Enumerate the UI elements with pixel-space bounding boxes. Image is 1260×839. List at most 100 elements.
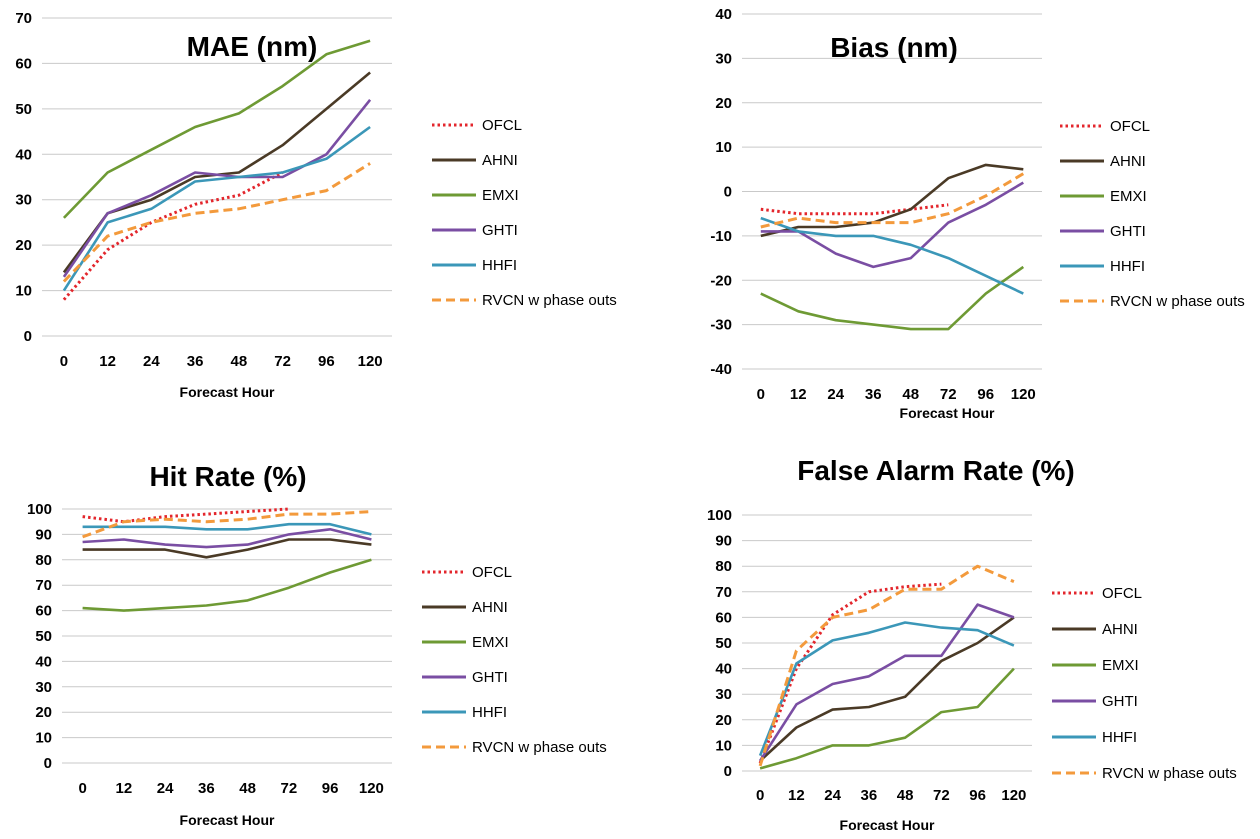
legend-label-ghti: GHTI xyxy=(472,669,508,686)
y-tick-label: 90 xyxy=(715,533,732,550)
y-tick-label: 40 xyxy=(35,653,52,670)
x-tick-label: 72 xyxy=(274,353,291,370)
x-tick-label: 36 xyxy=(198,780,215,797)
legend-label-ofcl: OFCL xyxy=(482,117,522,134)
x-tick-label: 0 xyxy=(756,787,764,804)
y-tick-label: -20 xyxy=(710,272,732,289)
y-tick-label: 20 xyxy=(35,704,52,721)
x-axis-label: Forecast Hour xyxy=(180,384,275,400)
series-line-ofcl xyxy=(62,171,284,301)
legend-label-emxi: EMXI xyxy=(472,634,509,651)
y-tick-label: -30 xyxy=(710,317,732,334)
x-tick-label: 24 xyxy=(824,787,841,804)
legend-label-hhfi: HHFI xyxy=(472,704,507,721)
legend-label-ghti: GHTI xyxy=(482,222,518,239)
x-tick-label: 48 xyxy=(231,353,248,370)
x-tick-label: 96 xyxy=(322,780,339,797)
x-tick-label: 72 xyxy=(933,787,950,804)
legend-label-ahni: AHNI xyxy=(482,152,518,169)
x-tick-label: 72 xyxy=(281,780,298,797)
y-tick-label: 70 xyxy=(715,584,732,601)
y-tick-label: 10 xyxy=(715,139,732,156)
legend-label-rvcn-w-phase-outs: RVCN w phase outs xyxy=(472,739,607,756)
x-tick-label: 96 xyxy=(969,787,986,804)
series-line-ofcl xyxy=(758,582,942,764)
x-tick-label: 12 xyxy=(116,780,133,797)
y-tick-label: 70 xyxy=(15,10,32,27)
x-tick-label: 120 xyxy=(1011,386,1036,403)
chart-false-alarm-rate-svg: 0 10 20 30 40 50 60 70 80 90 100 0 12 24 36 48 72 96 120 Fa… xyxy=(707,455,1237,833)
legend-label-rvcn-w-phase-outs: RVCN w phase outs xyxy=(1102,765,1237,782)
y-tick-label: 90 xyxy=(35,526,52,543)
series-line-ghti xyxy=(62,98,372,278)
x-tick-label: 12 xyxy=(790,386,807,403)
y-tick-label: 60 xyxy=(715,609,732,626)
chart-false-alarm-rate: 0 10 20 30 40 50 60 70 80 90 100 0 12 24 36 48 72 96 120 Fa… xyxy=(630,420,1260,834)
y-tick-label: 20 xyxy=(15,237,32,254)
chart-title: Bias (nm) xyxy=(830,32,958,63)
y-tick-label: 80 xyxy=(35,552,52,569)
y-tick-label: -40 xyxy=(710,361,732,378)
series-line-ahni xyxy=(82,538,372,559)
legend-label-hhfi: HHFI xyxy=(482,257,517,274)
y-tick-label: 0 xyxy=(724,184,732,201)
y-tick-label: 0 xyxy=(724,763,732,780)
x-tick-label: 72 xyxy=(940,386,957,403)
x-axis-label: Forecast Hour xyxy=(900,405,995,420)
y-tick-label: 50 xyxy=(35,628,52,645)
y-tick-label: 60 xyxy=(35,603,52,620)
x-tick-label: 24 xyxy=(827,386,844,403)
y-tick-label: 30 xyxy=(715,686,732,703)
series-line-hhfi xyxy=(82,522,372,536)
series-line-hhfi xyxy=(760,216,1024,295)
x-tick-label: 120 xyxy=(358,353,383,370)
x-tick-label: 0 xyxy=(60,353,68,370)
x-tick-label: 36 xyxy=(861,787,878,804)
legend-label-emxi: EMXI xyxy=(1102,657,1139,674)
x-tick-label: 48 xyxy=(897,787,914,804)
series-line-rvcn-w-phase-outs xyxy=(758,564,1015,767)
legend-label-ahni: AHNI xyxy=(472,599,508,616)
y-tick-label: 40 xyxy=(15,146,32,163)
x-tick-label: 12 xyxy=(788,787,805,804)
series-line-emxi xyxy=(759,667,1015,770)
series-line-emxi xyxy=(82,558,372,612)
chart-title: MAE (nm) xyxy=(187,31,318,62)
series-line-emxi xyxy=(62,39,371,219)
x-tick-label: 36 xyxy=(865,386,882,403)
series-line-ghti xyxy=(760,181,1024,269)
series-line-hhfi xyxy=(758,621,1015,757)
x-axis-label: Forecast Hour xyxy=(840,817,935,833)
x-tick-label: 24 xyxy=(143,353,160,370)
legend-label-emxi: EMXI xyxy=(482,187,519,204)
chart-title: False Alarm Rate (%) xyxy=(797,455,1075,486)
y-tick-label: 20 xyxy=(715,95,732,112)
x-tick-label: 0 xyxy=(757,386,765,403)
series-line-ofcl xyxy=(82,507,289,524)
legend-label-hhfi: HHFI xyxy=(1110,258,1145,275)
y-tick-label: -10 xyxy=(710,228,732,245)
series-line-rvcn-w-phase-outs xyxy=(62,162,371,283)
legend-label-ghti: GHTI xyxy=(1110,223,1146,240)
series-line-ghti xyxy=(759,603,1015,762)
x-axis-label: Forecast Hour xyxy=(180,812,275,828)
x-tick-label: 96 xyxy=(318,353,335,370)
chart-bias-svg: -40 -30 -20 -10 0 10 20 30 40 0 12 24 36 48 72 96 120 Bia… xyxy=(710,6,1244,421)
y-tick-label: 30 xyxy=(35,679,52,696)
x-tick-label: 0 xyxy=(78,780,86,797)
y-tick-label: 60 xyxy=(15,55,32,72)
x-tick-label: 48 xyxy=(902,386,919,403)
y-tick-label: 40 xyxy=(715,661,732,678)
y-tick-label: 80 xyxy=(715,558,732,575)
y-tick-label: 30 xyxy=(15,192,32,209)
legend-label-emxi: EMXI xyxy=(1110,188,1147,205)
y-tick-label: 100 xyxy=(27,501,52,518)
y-tick-label: 0 xyxy=(44,755,52,772)
x-tick-label: 96 xyxy=(977,386,994,403)
series-line-ahni xyxy=(760,163,1024,238)
legend-label-ghti: GHTI xyxy=(1102,693,1138,710)
series-line-emxi xyxy=(760,265,1025,331)
y-tick-label: 40 xyxy=(715,6,732,23)
legend-label-hhfi: HHFI xyxy=(1102,729,1137,746)
legend-label-ofcl: OFCL xyxy=(1102,585,1142,602)
